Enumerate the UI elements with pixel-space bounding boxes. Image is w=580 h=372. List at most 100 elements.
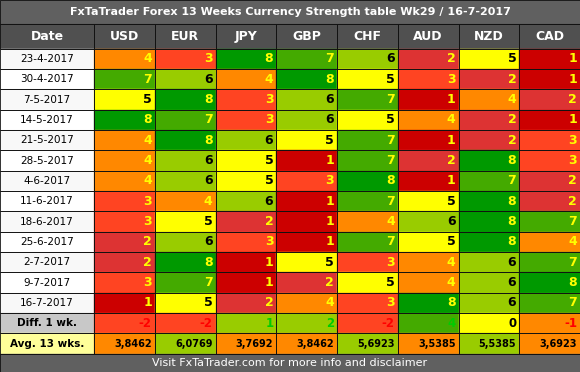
Text: 1: 1 bbox=[325, 235, 334, 248]
Bar bbox=[398, 49, 459, 69]
Bar bbox=[337, 191, 398, 211]
Text: 8: 8 bbox=[325, 73, 334, 86]
Bar bbox=[0, 211, 94, 232]
Bar bbox=[337, 313, 398, 333]
Text: 8: 8 bbox=[508, 154, 516, 167]
Bar bbox=[398, 110, 459, 130]
Bar bbox=[337, 25, 398, 49]
Text: 1: 1 bbox=[265, 317, 273, 330]
Bar bbox=[337, 293, 398, 313]
Text: 5: 5 bbox=[204, 296, 213, 310]
Text: 2: 2 bbox=[568, 195, 577, 208]
Text: 7: 7 bbox=[143, 73, 152, 86]
Bar bbox=[519, 211, 580, 232]
Bar bbox=[276, 150, 337, 171]
Text: 3: 3 bbox=[143, 215, 152, 228]
Text: 7: 7 bbox=[386, 154, 395, 167]
Text: 2: 2 bbox=[508, 134, 516, 147]
Text: 1: 1 bbox=[447, 93, 455, 106]
Bar bbox=[459, 211, 519, 232]
Bar bbox=[155, 252, 216, 272]
Bar bbox=[459, 252, 519, 272]
Bar bbox=[398, 313, 459, 333]
Text: 4: 4 bbox=[264, 73, 273, 86]
Bar bbox=[94, 150, 155, 171]
Text: 28-5-2017: 28-5-2017 bbox=[20, 155, 74, 166]
Bar bbox=[276, 89, 337, 110]
Text: 8: 8 bbox=[264, 52, 273, 65]
Bar bbox=[459, 333, 519, 354]
Bar bbox=[276, 293, 337, 313]
Bar bbox=[398, 69, 459, 89]
Bar bbox=[519, 69, 580, 89]
Bar bbox=[0, 89, 94, 110]
Text: Visit FxTaTrader.com for more info and disclaimer: Visit FxTaTrader.com for more info and d… bbox=[153, 358, 427, 368]
Bar bbox=[0, 191, 94, 211]
Bar bbox=[459, 293, 519, 313]
Bar bbox=[519, 49, 580, 69]
Text: 8: 8 bbox=[204, 256, 213, 269]
Bar bbox=[216, 191, 276, 211]
Bar bbox=[276, 171, 337, 191]
Bar bbox=[94, 49, 155, 69]
Text: -2: -2 bbox=[139, 317, 152, 330]
Bar bbox=[0, 252, 94, 272]
Text: 2: 2 bbox=[447, 154, 455, 167]
Bar bbox=[216, 69, 276, 89]
Text: 7: 7 bbox=[386, 235, 395, 248]
Text: 3: 3 bbox=[325, 174, 334, 187]
Text: 2: 2 bbox=[143, 256, 152, 269]
Bar bbox=[0, 211, 94, 232]
Bar bbox=[0, 49, 94, 69]
Text: 6: 6 bbox=[508, 296, 516, 310]
Bar bbox=[94, 69, 155, 89]
Bar bbox=[94, 191, 155, 211]
Bar bbox=[0, 232, 94, 252]
Bar bbox=[519, 272, 580, 293]
Bar bbox=[216, 171, 276, 191]
Text: 1: 1 bbox=[568, 73, 577, 86]
Bar bbox=[94, 252, 155, 272]
Text: 6: 6 bbox=[386, 52, 395, 65]
Text: 11-6-2017: 11-6-2017 bbox=[20, 196, 74, 206]
Bar bbox=[337, 150, 398, 171]
Bar bbox=[398, 252, 459, 272]
Text: 14-5-2017: 14-5-2017 bbox=[20, 115, 74, 125]
Text: 1: 1 bbox=[447, 174, 455, 187]
Text: 30-4-2017: 30-4-2017 bbox=[20, 74, 74, 84]
Bar bbox=[337, 211, 398, 232]
Bar bbox=[94, 232, 155, 252]
Text: 3: 3 bbox=[204, 52, 213, 65]
Bar bbox=[459, 191, 519, 211]
Bar bbox=[94, 69, 155, 89]
Text: 3: 3 bbox=[143, 195, 152, 208]
Text: 21-5-2017: 21-5-2017 bbox=[20, 135, 74, 145]
Text: JPY: JPY bbox=[234, 30, 258, 43]
Bar bbox=[216, 252, 276, 272]
Text: 5: 5 bbox=[143, 93, 152, 106]
Text: 1: 1 bbox=[264, 276, 273, 289]
Text: 3,8462: 3,8462 bbox=[296, 339, 334, 349]
Bar bbox=[276, 232, 337, 252]
Text: 1: 1 bbox=[264, 256, 273, 269]
Bar bbox=[216, 69, 276, 89]
Text: 8: 8 bbox=[508, 215, 516, 228]
Bar bbox=[0, 130, 94, 150]
Bar bbox=[216, 333, 276, 354]
Text: Date: Date bbox=[31, 30, 64, 43]
Bar bbox=[519, 25, 580, 49]
Bar bbox=[519, 171, 580, 191]
Bar bbox=[459, 25, 519, 49]
Text: 6: 6 bbox=[204, 154, 213, 167]
Bar bbox=[0, 293, 94, 313]
Text: 7: 7 bbox=[568, 215, 577, 228]
Text: 5: 5 bbox=[386, 113, 395, 126]
Bar bbox=[276, 49, 337, 69]
Text: 5: 5 bbox=[204, 215, 213, 228]
Bar bbox=[337, 69, 398, 89]
Bar bbox=[519, 191, 580, 211]
Bar bbox=[519, 293, 580, 313]
Bar bbox=[216, 333, 276, 354]
Text: 5,5385: 5,5385 bbox=[478, 339, 516, 349]
Bar bbox=[216, 272, 276, 293]
